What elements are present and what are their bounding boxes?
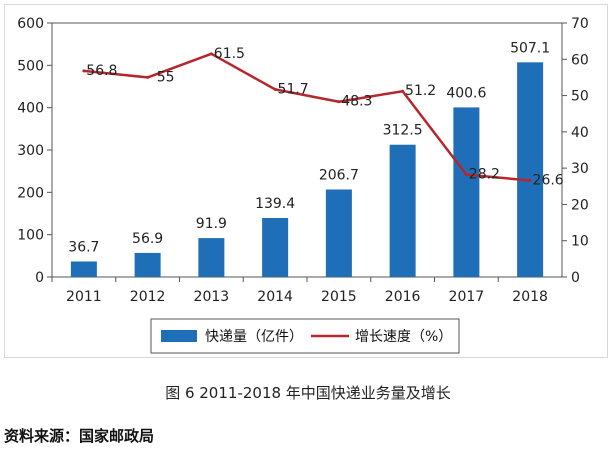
right-tick-label: 50 [571,89,589,105]
growth-value-label: 26.6 [533,172,564,188]
x-tick-label: 2016 [385,289,421,305]
left-tick-label: 100 [17,228,44,244]
bar-value-label: 206.7 [319,167,359,183]
growth-point-2013 [209,52,213,56]
growth-line [83,52,531,182]
axes: 0 100 200 300 400 500 600 0 10 20 30 40 50 60 70 2011 20… [17,16,589,305]
left-tick-label: 200 [17,185,44,201]
right-tick-label: 20 [571,197,589,213]
growth-value-label: 56.8 [86,63,117,79]
data-labels: 36.7 56.9 91.9 139.4 206.7 312.5 400.6 507.1 56.… [68,40,564,255]
x-tick-label: 2013 [194,289,230,305]
growth-point-2016 [401,89,405,93]
bar-value-label: 36.7 [68,239,99,255]
left-tick-label: 300 [17,143,44,159]
bar-value-label: 56.9 [132,231,163,247]
legend-box [150,318,460,354]
bar-value-label: 507.1 [510,40,550,56]
bar-2016 [389,144,416,277]
growth-point-2018 [528,178,532,182]
bar-2011 [70,261,97,277]
legend-bar-label: 快递量（亿件） [205,329,303,345]
growth-value-label: 48.3 [341,94,372,110]
bar-2018 [517,62,544,277]
bar-value-label: 312.5 [383,123,423,139]
right-tick-label: 0 [571,270,580,286]
line-series [82,52,532,182]
chart-frame: 0 100 200 300 400 500 600 0 10 20 30 40 50 60 70 2011 20… [4,4,608,358]
growth-value-label: 61.5 [214,46,245,62]
growth-point-2015 [337,100,341,104]
growth-value-label: 51.2 [405,83,436,99]
left-tick-label: 600 [17,16,44,32]
bar-value-label: 91.9 [196,216,227,232]
bar-2012 [134,252,161,277]
legend: 快递量（亿件） 增长速度（%） [150,318,460,354]
right-tick-label: 70 [571,16,589,32]
right-tick-label: 10 [571,234,589,250]
bar-series [70,62,544,278]
bar-2014 [262,217,289,277]
legend-bar-swatch [161,330,197,342]
bar-2015 [325,189,352,277]
growth-point-2014 [273,87,277,91]
growth-point-2012 [146,75,150,79]
bar-value-label: 400.6 [446,85,486,101]
growth-point-2011 [82,69,86,73]
bar-2017 [453,107,480,278]
growth-value-label: 28.2 [469,167,500,183]
x-tick-label: 2017 [449,289,485,305]
x-tick-label: 2018 [512,289,548,305]
left-tick-label: 400 [17,101,44,117]
growth-point-2017 [464,173,468,177]
right-tick-label: 40 [571,125,589,141]
x-tick-label: 2011 [66,289,102,305]
source-note: 资料来源：国家邮政局 [4,427,155,445]
left-tick-label: 0 [35,270,44,286]
figure-caption: 图 6 2011-2018 年中国快递业务量及增长 [165,384,451,402]
x-tick-label: 2012 [130,289,166,305]
x-tick-label: 2014 [257,289,293,305]
right-tick-label: 60 [571,52,589,68]
right-tick-label: 30 [571,161,589,177]
plot-border [51,22,563,278]
growth-value-label: 55 [157,69,175,85]
left-tick-label: 500 [17,58,44,74]
bar-value-label: 139.4 [255,196,295,212]
growth-value-label: 51.7 [278,81,309,97]
combo-chart: 0 100 200 300 400 500 600 0 10 20 30 40 50 60 70 2011 20… [17,16,589,354]
legend-line-label: 增长速度（%） [355,329,452,345]
x-tick-label: 2015 [321,289,357,305]
bar-2013 [198,238,225,277]
